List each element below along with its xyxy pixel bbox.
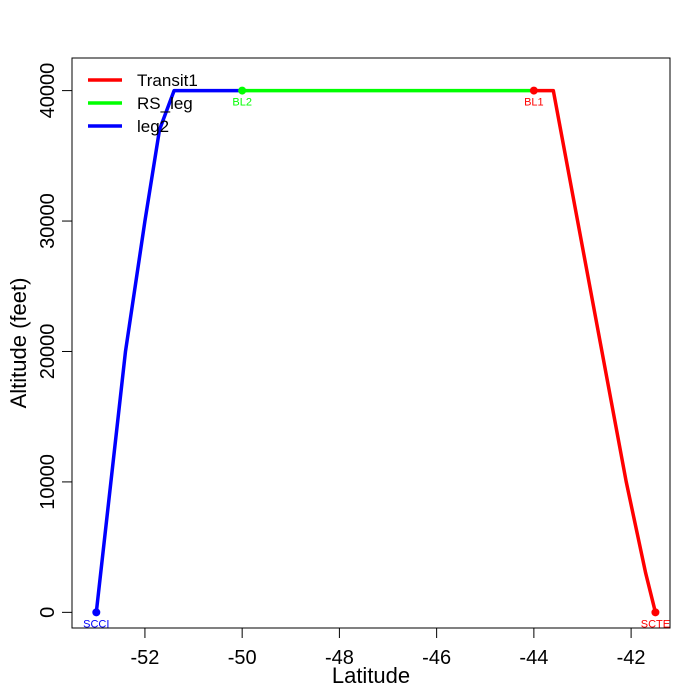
waypoint-label: BL1 (524, 97, 544, 109)
x-tick-label: -48 (325, 647, 354, 669)
waypoint-label: SCCI (83, 618, 109, 630)
x-axis-title: Latitude (332, 663, 410, 688)
y-tick-label: 10000 (37, 454, 59, 510)
y-axis-title: Altitude (feet) (6, 278, 31, 409)
y-tick-label: 20000 (37, 324, 59, 380)
y-tick-label: 30000 (37, 193, 59, 249)
legend-label: Transit1 (137, 71, 198, 90)
waypoint-marker (651, 608, 660, 617)
x-tick-label: -50 (228, 647, 257, 669)
series-layer (94, 88, 658, 615)
x-tick-label: -52 (130, 647, 159, 669)
y-tick-label: 40000 (37, 63, 59, 119)
series-line-leg2 (94, 88, 244, 615)
axes-layer: -52 -50 -48 -46 -44 -42 0 10000 20000 30000 40000 (37, 63, 646, 669)
waypoint-marker (92, 608, 101, 617)
waypoint-marker (238, 86, 247, 95)
series-line-transit1 (532, 88, 658, 615)
legend: Transit1 RS_leg leg2 (88, 71, 198, 136)
waypoint-label: SCTE (641, 618, 670, 630)
legend-label: leg2 (137, 117, 169, 136)
y-tick-label: 0 (37, 607, 59, 618)
waypoint-label: BL2 (232, 97, 252, 109)
legend-label: RS_leg (137, 94, 193, 113)
plot-frame (71, 57, 671, 629)
waypoint-marker (529, 86, 538, 95)
points-layer: SCCI BL2 BL1 SCTE (83, 86, 670, 630)
x-tick-label: -44 (519, 647, 548, 669)
x-tick-label: -46 (422, 647, 451, 669)
x-tick-label: -42 (617, 647, 646, 669)
